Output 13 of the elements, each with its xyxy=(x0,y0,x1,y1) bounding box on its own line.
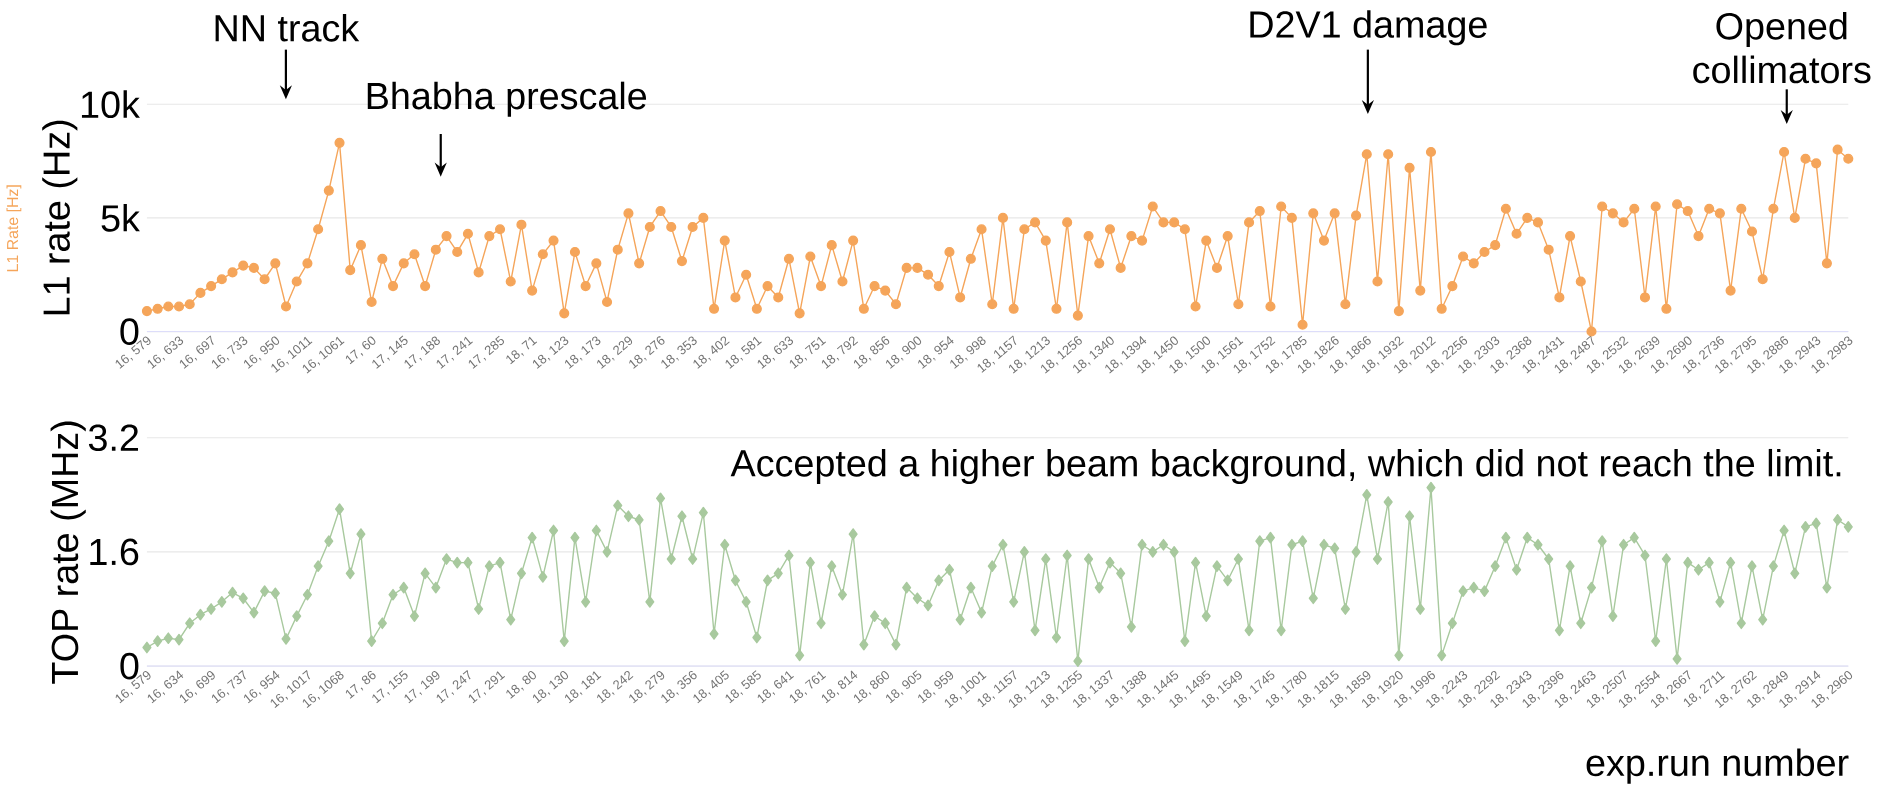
text: NN track xyxy=(215,13,360,42)
y-tick-label: 5k xyxy=(101,203,140,232)
y-tick-label: 3.2 xyxy=(88,424,139,452)
text: Opened collimators xyxy=(1693,11,1871,84)
y-axis-title: TOP rate (MHz) xyxy=(50,421,86,684)
annotation: Bhabha prescale xyxy=(367,81,647,117)
text: L1 Rate [Hz] xyxy=(6,185,22,272)
y-tick-label: 10k xyxy=(81,90,140,119)
x-axis-title: exp.run number xyxy=(1586,748,1849,784)
text: D2V1 damage xyxy=(1250,10,1487,46)
y-tick-label: 1.6 xyxy=(90,538,139,566)
y-axis-title: L1 rate (Hz) xyxy=(42,120,78,315)
annotation: Accepted a higher beam background, which did not reach the limit. xyxy=(730,448,1841,485)
